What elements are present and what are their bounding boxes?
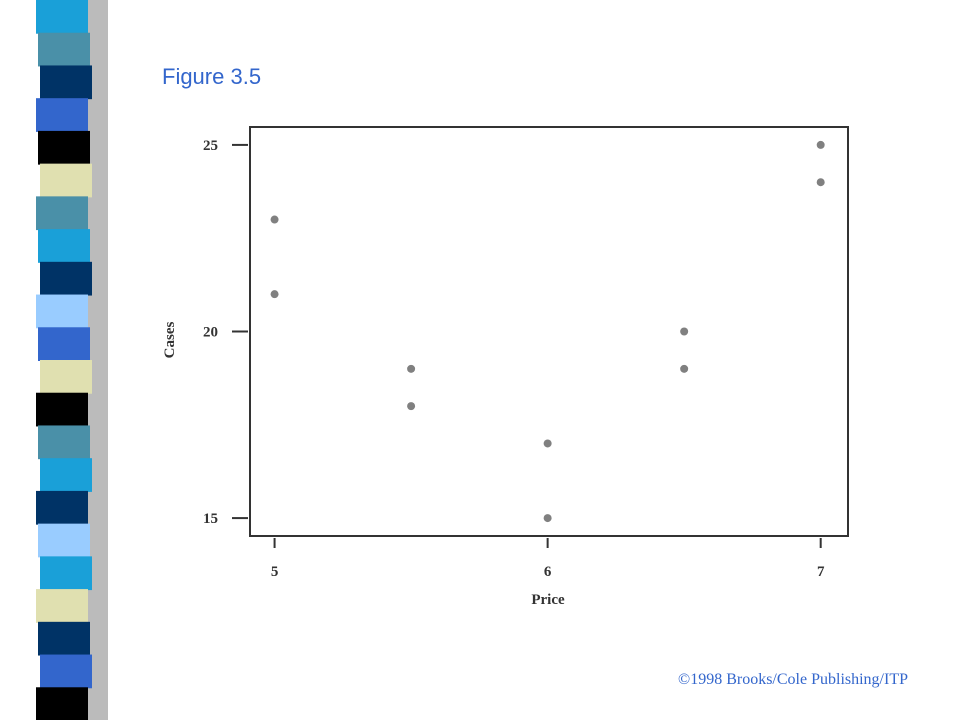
- y-tick-label: 20: [203, 325, 218, 341]
- x-tick-label: 5: [271, 564, 279, 580]
- stripe-block: [36, 392, 88, 427]
- decorative-stripe: [36, 0, 108, 720]
- point: [543, 514, 552, 523]
- stripe-block: [38, 425, 90, 460]
- stripe-block: [40, 458, 92, 492]
- stripe-block: [36, 0, 88, 34]
- x-tick-label: 6: [544, 564, 552, 580]
- x-tick-label: 7: [817, 564, 825, 580]
- y-tick-label: 15: [203, 511, 218, 527]
- stripe-block: [38, 229, 90, 263]
- x-axis-label: Price: [531, 592, 565, 608]
- stripe-block: [36, 589, 88, 623]
- stripe-shadow: [88, 0, 108, 720]
- stripe-block: [36, 98, 88, 132]
- stripe-block: [40, 556, 92, 591]
- stripe-block: [38, 523, 90, 558]
- plot-frame: [249, 126, 849, 537]
- stripe-block: [36, 687, 88, 720]
- stripe-block: [40, 261, 92, 296]
- point: [407, 402, 416, 411]
- point: [270, 290, 279, 299]
- point: [680, 327, 689, 336]
- stripe-block: [38, 621, 90, 656]
- y-axis-label: Cases: [162, 322, 178, 359]
- stripe-block: [40, 360, 92, 394]
- stripe-block: [36, 490, 88, 525]
- stripe-block: [40, 654, 92, 689]
- stripe-block: [38, 327, 90, 361]
- stripe-block: [40, 65, 92, 100]
- point: [816, 178, 825, 187]
- stripe-block: [38, 32, 90, 67]
- stripe-block: [40, 163, 92, 198]
- point: [680, 364, 689, 373]
- footer: ©1998 Brooks/Cole Publishing/ITP: [678, 671, 908, 688]
- y-tick-label: 25: [203, 138, 218, 154]
- stripe-block: [36, 196, 88, 231]
- point: [816, 140, 825, 149]
- stripe-block: [36, 294, 88, 329]
- point: [543, 439, 552, 448]
- point: [407, 364, 416, 373]
- point: [270, 215, 279, 224]
- stripe-block: [38, 130, 90, 165]
- slide-title: Figure 3.5: [162, 64, 261, 89]
